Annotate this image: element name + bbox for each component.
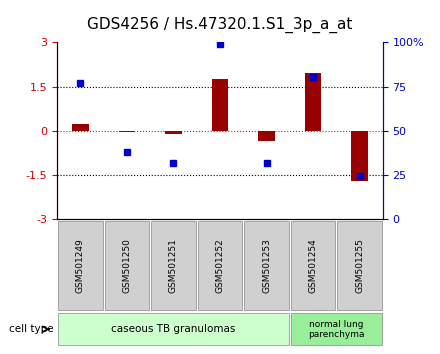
Text: normal lung
parenchyma: normal lung parenchyma	[308, 320, 364, 339]
Bar	[305, 74, 321, 131]
Text: GSM501255: GSM501255	[355, 238, 364, 293]
Text: GSM501250: GSM501250	[122, 238, 132, 293]
Bar	[72, 124, 88, 131]
Text: GSM501251: GSM501251	[169, 238, 178, 293]
Text: GDS4256 / Hs.47320.1.S1_3p_a_at: GDS4256 / Hs.47320.1.S1_3p_a_at	[87, 17, 353, 33]
Text: GSM501253: GSM501253	[262, 238, 271, 293]
Bar	[352, 131, 368, 181]
Text: GSM501254: GSM501254	[308, 238, 318, 293]
Text: cell type: cell type	[9, 324, 53, 334]
Bar	[258, 131, 275, 141]
Bar	[212, 79, 228, 131]
Text: GSM501249: GSM501249	[76, 238, 85, 293]
Bar	[165, 131, 182, 134]
Text: GSM501252: GSM501252	[216, 238, 224, 293]
Bar	[119, 131, 135, 132]
Text: caseous TB granulomas: caseous TB granulomas	[111, 324, 236, 334]
